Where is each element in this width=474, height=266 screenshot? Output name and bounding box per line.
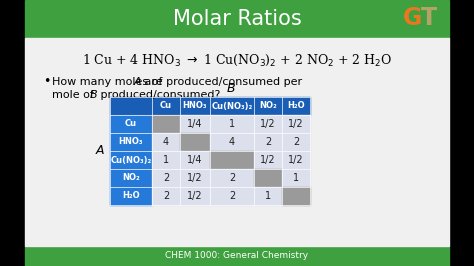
Text: B: B bbox=[227, 82, 235, 95]
Bar bbox=[210, 187, 254, 205]
Text: HNO₃: HNO₃ bbox=[119, 138, 143, 147]
Text: Cu: Cu bbox=[125, 119, 137, 128]
Text: NO₂: NO₂ bbox=[259, 102, 277, 110]
Text: 1: 1 bbox=[163, 155, 169, 165]
Bar bbox=[254, 169, 282, 187]
Text: 1/2: 1/2 bbox=[260, 155, 276, 165]
Text: H₂O: H₂O bbox=[122, 192, 140, 201]
Text: 1/4: 1/4 bbox=[187, 155, 203, 165]
Text: Cu(NO₃)₂: Cu(NO₃)₂ bbox=[211, 102, 253, 110]
Text: 2: 2 bbox=[163, 191, 169, 201]
Bar bbox=[25, 246, 449, 266]
Text: 2: 2 bbox=[163, 173, 169, 183]
Bar bbox=[25, 0, 449, 38]
Bar bbox=[180, 169, 210, 187]
Bar bbox=[210, 115, 254, 133]
Text: produced/consumed?: produced/consumed? bbox=[97, 90, 220, 100]
Bar bbox=[449, 0, 474, 266]
Text: NO₂: NO₂ bbox=[122, 173, 140, 182]
Bar bbox=[180, 133, 210, 151]
Text: Molar Ratios: Molar Ratios bbox=[173, 9, 301, 29]
Text: A: A bbox=[96, 144, 104, 157]
Bar bbox=[25, 38, 449, 246]
Text: Cu(NO₃)₂: Cu(NO₃)₂ bbox=[110, 156, 152, 164]
Text: 2: 2 bbox=[265, 137, 271, 147]
Bar bbox=[282, 115, 310, 133]
Text: 1/2: 1/2 bbox=[260, 119, 276, 129]
Bar bbox=[152, 133, 180, 151]
Bar bbox=[110, 115, 152, 133]
Bar bbox=[110, 97, 310, 115]
Text: HNO₃: HNO₃ bbox=[183, 102, 207, 110]
Text: CHEM 1000: General Chemistry: CHEM 1000: General Chemistry bbox=[165, 251, 309, 260]
Bar bbox=[282, 169, 310, 187]
Text: 1: 1 bbox=[265, 191, 271, 201]
Bar bbox=[254, 115, 282, 133]
Bar bbox=[152, 169, 180, 187]
Bar bbox=[180, 115, 210, 133]
Text: 1/2: 1/2 bbox=[288, 119, 304, 129]
Text: Cu: Cu bbox=[160, 102, 172, 110]
Bar bbox=[110, 151, 152, 169]
Bar bbox=[210, 169, 254, 187]
Text: B: B bbox=[90, 90, 98, 100]
Text: 4: 4 bbox=[229, 137, 235, 147]
Text: are produced/consumed per: are produced/consumed per bbox=[141, 77, 302, 87]
Text: •: • bbox=[43, 76, 50, 89]
Text: 2: 2 bbox=[229, 191, 235, 201]
Bar bbox=[254, 133, 282, 151]
Text: mole of: mole of bbox=[52, 90, 97, 100]
Text: A: A bbox=[134, 77, 142, 87]
Bar bbox=[210, 133, 254, 151]
Bar bbox=[282, 133, 310, 151]
Text: 2: 2 bbox=[229, 173, 235, 183]
Bar bbox=[110, 133, 152, 151]
Text: 1: 1 bbox=[229, 119, 235, 129]
Bar bbox=[110, 187, 152, 205]
Bar bbox=[0, 0, 25, 266]
Bar bbox=[152, 151, 180, 169]
Bar bbox=[254, 151, 282, 169]
Text: H₂O: H₂O bbox=[287, 102, 305, 110]
Bar bbox=[110, 169, 152, 187]
Bar bbox=[210, 151, 254, 169]
Text: 1 Cu + 4 HNO$_3$ $\rightarrow$ 1 Cu(NO$_3$)$_2$ + 2 NO$_2$ + 2 H$_2$O: 1 Cu + 4 HNO$_3$ $\rightarrow$ 1 Cu(NO$_… bbox=[82, 52, 392, 68]
Text: 1/4: 1/4 bbox=[187, 119, 203, 129]
Bar bbox=[180, 151, 210, 169]
Bar bbox=[282, 187, 310, 205]
Bar bbox=[180, 187, 210, 205]
Text: 4: 4 bbox=[163, 137, 169, 147]
Text: How many moles of: How many moles of bbox=[52, 77, 166, 87]
Text: 2: 2 bbox=[293, 137, 299, 147]
Text: 1: 1 bbox=[293, 173, 299, 183]
Bar bbox=[152, 115, 180, 133]
Text: 1/2: 1/2 bbox=[187, 191, 203, 201]
Bar bbox=[282, 151, 310, 169]
Text: T: T bbox=[421, 6, 437, 30]
Bar bbox=[152, 187, 180, 205]
Bar bbox=[254, 187, 282, 205]
Text: G: G bbox=[403, 6, 423, 30]
Text: 1/2: 1/2 bbox=[187, 173, 203, 183]
Text: 1/2: 1/2 bbox=[288, 155, 304, 165]
